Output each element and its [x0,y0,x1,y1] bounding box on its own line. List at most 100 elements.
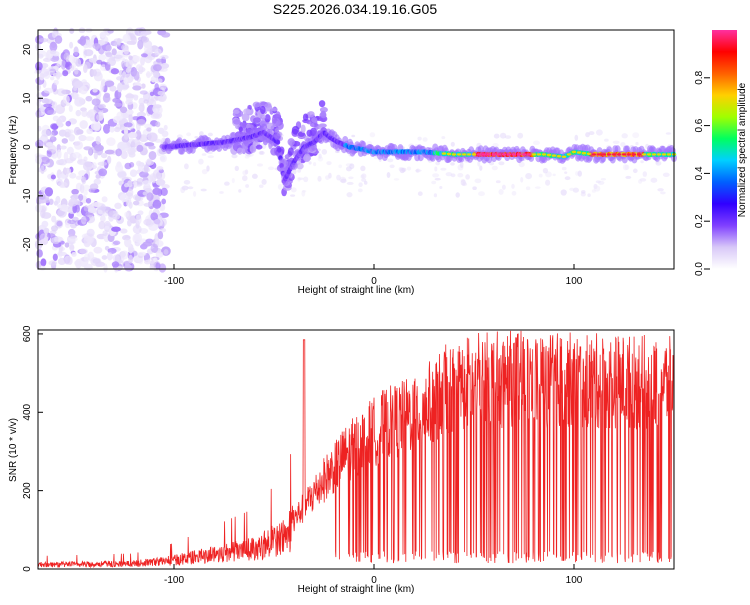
spectrogram-cell [311,117,318,123]
spectrogram-cell [113,126,121,133]
spectrogram-cell [183,180,191,185]
spectrogram-cell [137,161,143,172]
spectrogram-cell [60,145,67,150]
spectrogram-cell [116,76,124,81]
spectrogram-cell [132,224,142,234]
spectrogram-cell [284,154,290,160]
spectrogram-cell [132,55,141,63]
spectrogram-cell [139,90,148,95]
spectrogram-cell [92,88,98,93]
spectrogram-cell [340,178,347,184]
spectrogram-cell [91,69,97,77]
spectrogram-cell [84,161,93,168]
spectrogram-cell [143,202,153,207]
spectrogram-cell [123,127,129,135]
spectrogram-cell [51,215,57,223]
spectrogram-cell [136,111,147,118]
spectrogram-cell [200,188,207,192]
spectrogram-cell [55,195,61,204]
spectrogram-cell [120,250,129,260]
spectrogram-cell [560,189,567,196]
spectrogram-cell [51,236,61,245]
spectrogram-cell [351,134,356,138]
spectrogram-cell [298,177,304,181]
spectrogram-cell [103,28,109,34]
spectrogram-cell [65,120,72,127]
spectrogram-cell [192,190,197,197]
spectrogram-cell [152,187,162,196]
spectrogram-cell [157,90,164,96]
spectrogram-cell [59,173,66,180]
spectrogram-cell [64,242,70,248]
spectrogram-cell [265,122,275,131]
spectrogram-cell [87,208,97,213]
spectrogram-cell [79,85,88,95]
snr-frame [37,329,675,570]
spectrogram-cell [155,121,161,128]
spectrogram-cell [271,115,278,124]
spectrogram-cell [108,211,114,216]
spectrogram-cell [150,212,159,221]
spectrogram-cell [124,263,132,272]
spectrogram-cell [113,102,123,107]
spectrogram-cell [245,184,250,188]
spectrogram-cell [94,144,104,152]
spectrogram-cell [161,184,170,189]
spectrogram-cell [132,85,142,91]
spectrogram-cell [79,36,87,46]
spectrogram-cell [51,123,59,131]
spectrogram-cell [36,249,43,258]
spectrogram-cell [318,153,322,159]
spectrogram-cell [89,183,99,190]
spectrogram-cell [536,153,542,156]
spectrogram-cell [662,172,670,177]
spectrogram-cell [275,139,281,145]
spectrogram-cell [39,265,46,271]
spectrogram-cell [393,178,400,181]
spectrogram-cell [551,154,557,157]
spectrogram-cell [161,32,171,38]
spectrogram-cell [326,161,332,166]
spectrogram-cell [81,216,87,225]
spectrogram-cell [128,55,133,61]
spectrogram-cell [69,243,75,252]
spectrogram-cell [49,76,55,81]
spectrogram-cell [498,188,504,195]
spectrogram-cell [541,153,547,156]
spectrogram-cell [113,54,123,59]
spectrogram-cell [531,153,537,156]
spectrogram-cell [54,35,63,44]
spectrogram-cell [142,180,151,187]
spectrogram-cell [92,43,101,50]
spectrogram-cell [446,152,452,156]
spectrogram-cell [95,174,101,179]
spectrogram-cell [572,187,580,193]
spectrogram-cell [308,161,312,165]
spectrogram-cell [51,29,58,39]
spectrogram-cell [79,120,88,129]
spectrogram-cell [361,178,367,182]
spectrogram-cell [600,178,607,181]
spectrogram-cell [35,203,42,213]
spectrogram-cell [207,155,215,159]
spectrogram-cell [317,175,322,182]
spectrogram-cell [591,153,597,156]
spectrogram-cell [306,119,313,125]
spectrogram-cell [614,145,621,154]
spectrogram-cell [556,155,562,158]
spectrogram-cell [303,153,311,163]
spectrogram-cell [157,231,164,240]
spectrogram-cell [97,161,108,166]
spectrogram-cell [144,44,153,54]
spectrogram-cell [300,124,306,134]
spectrogram-cell [46,233,56,239]
spectrogram-cell [186,132,192,137]
spectrogram-cell [155,178,166,186]
spectrogram-cell [87,251,95,261]
spectrogram-cell [88,57,98,63]
spectrogram-cell [93,152,98,160]
spectrogram-cell [338,164,343,169]
spectrogram-cell [136,144,144,153]
spectrogram-cell [105,44,112,52]
spectrogram-cell [538,173,543,178]
